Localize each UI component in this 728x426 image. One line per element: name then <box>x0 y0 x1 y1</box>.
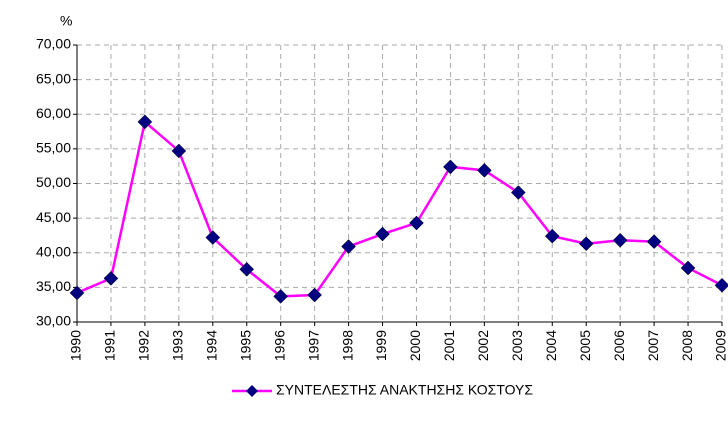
point-marker <box>714 277 728 293</box>
x-tick-label: 1991 <box>102 330 118 361</box>
y-tick-label: 65,00 <box>36 70 71 86</box>
point-marker <box>103 271 119 286</box>
x-tick-label: 2001 <box>441 330 457 361</box>
y-tick-label: 45,00 <box>36 209 71 225</box>
point-marker <box>409 215 424 231</box>
point-marker <box>443 159 458 175</box>
point-marker <box>341 239 356 254</box>
x-tick-label: 2004 <box>543 330 559 361</box>
point-marker <box>477 162 492 178</box>
x-tick-label: 2000 <box>407 330 423 361</box>
y-tick-label: 70,00 <box>36 36 71 52</box>
point-marker <box>171 143 187 159</box>
point-marker <box>307 287 322 303</box>
x-tick-label: 1997 <box>305 330 321 361</box>
y-tick-label: 40,00 <box>36 243 71 259</box>
point-marker <box>578 236 594 252</box>
point-marker <box>510 185 526 200</box>
legend-label: ΣΥΝΤΕΛΕΣΤΗΣ ΑΝΑΚΤΗΣΗΣ ΚΟΣΤΟΥΣ <box>276 382 533 398</box>
point-marker <box>273 289 289 304</box>
point-marker <box>137 114 153 130</box>
x-tick-label: 1999 <box>373 330 389 361</box>
x-tick-label: 2006 <box>611 330 627 361</box>
point-marker <box>680 260 696 276</box>
legend-marker <box>246 385 258 397</box>
y-tick-label: 55,00 <box>36 140 71 156</box>
y-tick-label: 35,00 <box>36 278 71 294</box>
x-tick-label: 1995 <box>237 330 253 361</box>
x-tick-label: 1998 <box>339 330 355 361</box>
x-tick-label: 2002 <box>475 330 491 361</box>
y-tick-label: 60,00 <box>36 105 71 121</box>
x-tick-label: 1990 <box>68 330 84 361</box>
x-tick-label: 1992 <box>136 330 152 361</box>
x-tick-label: 2003 <box>509 330 525 361</box>
y-tick-label: 50,00 <box>36 174 71 190</box>
x-tick-label: 2009 <box>713 330 728 361</box>
x-tick-label: 1994 <box>203 330 219 361</box>
x-tick-label: 2005 <box>577 330 593 361</box>
series-line <box>76 119 723 298</box>
point-marker <box>69 285 85 301</box>
x-tick-label: 2007 <box>645 330 661 361</box>
y-axis-title: % <box>60 13 72 29</box>
point-marker <box>205 230 221 245</box>
x-tick-label: 1993 <box>170 330 186 361</box>
point-marker <box>375 226 390 242</box>
point-marker <box>646 234 662 250</box>
y-tick-label: 30,00 <box>36 313 71 329</box>
x-tick-label: 1996 <box>271 330 287 361</box>
point-marker <box>612 232 628 248</box>
point-marker <box>239 262 255 277</box>
x-tick-label: 2008 <box>679 330 695 361</box>
point-marker <box>544 228 560 244</box>
